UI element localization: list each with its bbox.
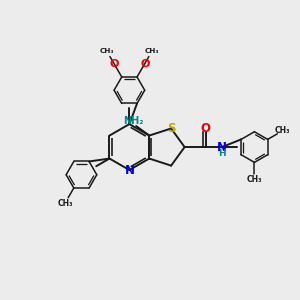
Text: CH₃: CH₃ — [275, 126, 290, 135]
Text: CH₃: CH₃ — [247, 175, 262, 184]
Text: H: H — [218, 149, 226, 158]
Text: S: S — [167, 122, 176, 135]
Text: CH₃: CH₃ — [100, 48, 114, 54]
Text: O: O — [140, 59, 149, 69]
Text: O: O — [110, 59, 119, 69]
Text: N: N — [124, 164, 134, 176]
Text: CH₃: CH₃ — [145, 48, 159, 54]
Text: NH₂: NH₂ — [123, 116, 144, 127]
Text: O: O — [201, 122, 211, 135]
Text: N: N — [217, 141, 227, 154]
Text: CH₃: CH₃ — [57, 199, 73, 208]
